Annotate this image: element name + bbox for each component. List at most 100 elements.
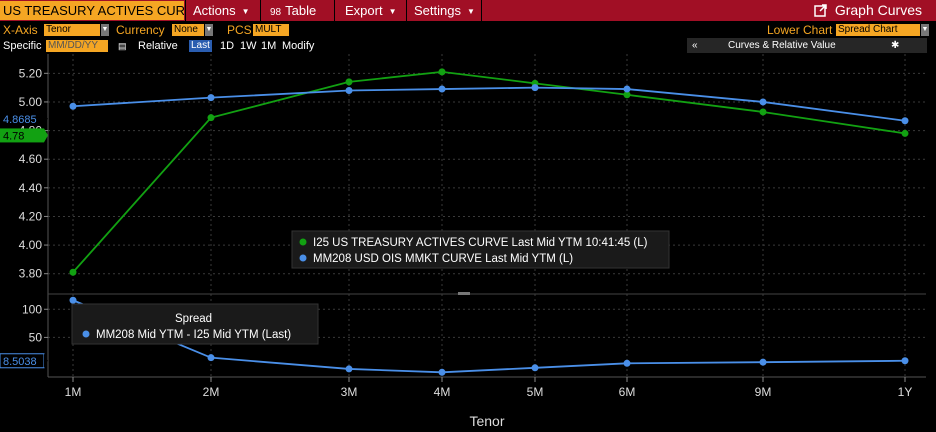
period-last-button[interactable]: Last: [189, 40, 212, 52]
series-line-ois: [72, 86, 906, 122]
controls-bar: Specific MM/DD/YY ▤ Relative Last 1D 1W …: [0, 38, 936, 54]
y-tick-label: 100: [22, 302, 42, 316]
data-point-treasury[interactable]: [207, 114, 215, 122]
x-tick-label: 1Y: [898, 385, 913, 399]
data-point-treasury[interactable]: [69, 268, 77, 276]
lower-chart-select[interactable]: Spread Chart: [836, 24, 920, 36]
external-link-icon: [814, 4, 827, 17]
calendar-icon[interactable]: ▤: [118, 41, 127, 51]
legend-box: [291, 230, 670, 269]
lower-legend: Spread MM208 Mid YTM - I25 Mid YTM (Last…: [71, 303, 319, 345]
x-tick-label: 4M: [434, 385, 451, 399]
currency-label: Currency: [116, 23, 165, 37]
x-axis-title: Tenor: [469, 413, 504, 429]
options-bar: X-Axis Tenor ▼ Currency None ▼ PCS MULT …: [0, 22, 936, 38]
toolbar-separator: [481, 0, 482, 21]
period-1d-button[interactable]: 1D: [220, 40, 235, 52]
panel-title: Curves & Relative Value: [728, 40, 836, 51]
last-value-spread: 8.5038: [3, 356, 37, 368]
pcs-field[interactable]: MULT: [253, 24, 289, 36]
toolbar-separator: [334, 0, 335, 21]
dropdown-arrow-icon: ▼: [388, 7, 397, 17]
data-point-ois[interactable]: [345, 86, 353, 94]
graph-curves-button[interactable]: Graph Curves: [814, 0, 922, 21]
data-point-spread[interactable]: [207, 354, 215, 362]
xaxis-label: X-Axis: [3, 23, 38, 37]
collapse-button[interactable]: «: [692, 40, 698, 51]
period-1w-button[interactable]: 1W: [240, 40, 257, 52]
dropdown-arrow-icon: ▼: [466, 7, 475, 17]
table-icon: 98: [270, 7, 282, 18]
chevron-down-icon[interactable]: ▼: [205, 24, 213, 36]
top-toolbar: [0, 0, 936, 21]
last-value-treasury: 4.78: [3, 130, 24, 142]
last-value-treasury-pointer: [44, 128, 48, 143]
table-button[interactable]: 98 Table: [270, 0, 316, 21]
y-tick-label: 4.00: [19, 238, 43, 252]
x-tick-label: 3M: [341, 385, 358, 399]
settings-label: Settings: [414, 3, 461, 18]
toolbar-separator: [260, 0, 261, 21]
export-menu[interactable]: Export ▼: [345, 0, 397, 21]
x-tick-label: 5M: [527, 385, 544, 399]
last-value-ois-box: [0, 111, 44, 126]
dropdown-arrow-icon: ▼: [241, 7, 250, 17]
data-point-treasury[interactable]: [901, 129, 909, 137]
last-value-treasury-box: [0, 128, 44, 143]
data-point-ois[interactable]: [438, 85, 446, 93]
data-point-treasury[interactable]: [623, 91, 631, 99]
data-point-spread[interactable]: [901, 357, 909, 365]
data-point-spread[interactable]: [69, 296, 77, 304]
export-label: Export: [345, 3, 383, 18]
date-input[interactable]: MM/DD/YY: [46, 40, 108, 52]
legend-marker-ois: [299, 254, 307, 262]
period-1m-button[interactable]: 1M: [261, 40, 277, 52]
last-value-spread-pointer: [44, 353, 48, 368]
legend-marker-treasury: [299, 238, 307, 246]
data-point-treasury[interactable]: [345, 78, 353, 86]
chevron-down-icon[interactable]: ▼: [921, 24, 929, 36]
data-point-spread[interactable]: [759, 358, 767, 366]
data-point-ois[interactable]: [623, 85, 631, 93]
chevron-down-icon[interactable]: ▼: [101, 24, 109, 36]
data-point-ois[interactable]: [531, 84, 539, 92]
modify-button[interactable]: Modify: [282, 40, 315, 52]
settings-menu[interactable]: Settings ▼: [414, 0, 475, 21]
data-point-spread[interactable]: [531, 364, 539, 372]
data-point-spread[interactable]: [438, 368, 446, 376]
y-tick-label: 4.60: [19, 152, 43, 166]
table-label: Table: [285, 3, 317, 18]
data-point-ois[interactable]: [901, 117, 909, 125]
pane-resize-handle[interactable]: [458, 292, 470, 295]
data-point-treasury[interactable]: [759, 108, 767, 116]
series-line-spread: [72, 299, 906, 374]
data-point-ois[interactable]: [69, 102, 77, 110]
actions-label: Actions: [193, 3, 236, 18]
xaxis-select[interactable]: Tenor: [44, 24, 100, 36]
graph-curves-label: Graph Curves: [834, 2, 922, 18]
data-point-ois[interactable]: [759, 98, 767, 106]
y-tick-label: 4.40: [19, 181, 43, 195]
y-tick-label: 4.20: [19, 209, 43, 223]
series-line-treasury: [72, 70, 906, 273]
curve-title-field[interactable]: US TREASURY ACTIVES CURV: [0, 1, 184, 20]
x-tick-label: 1M: [65, 385, 82, 399]
legend-box: [71, 303, 319, 345]
data-point-spread[interactable]: [623, 359, 631, 367]
last-value-ois: 4.8685: [3, 114, 37, 126]
currency-select[interactable]: None: [172, 24, 204, 36]
legend-item-ois: MM208 USD OIS MMKT CURVE Last Mid YTM (L…: [313, 253, 573, 265]
legend-item-treasury: I25 US TREASURY ACTIVES CURVE Last Mid Y…: [313, 237, 648, 249]
upper-legend: I25 US TREASURY ACTIVES CURVE Last Mid Y…: [291, 230, 670, 269]
lower-chart-label: Lower Chart: [767, 23, 833, 37]
data-point-treasury[interactable]: [438, 68, 446, 76]
x-tick-label: 6M: [619, 385, 636, 399]
y-tick-label: 5.00: [19, 95, 43, 109]
gear-icon[interactable]: ✱: [891, 40, 900, 51]
y-tick-label: 50: [29, 330, 43, 344]
x-tick-label: 2M: [203, 385, 220, 399]
data-point-spread[interactable]: [345, 365, 353, 373]
data-point-ois[interactable]: [207, 94, 215, 102]
actions-menu[interactable]: Actions ▼: [193, 0, 250, 21]
